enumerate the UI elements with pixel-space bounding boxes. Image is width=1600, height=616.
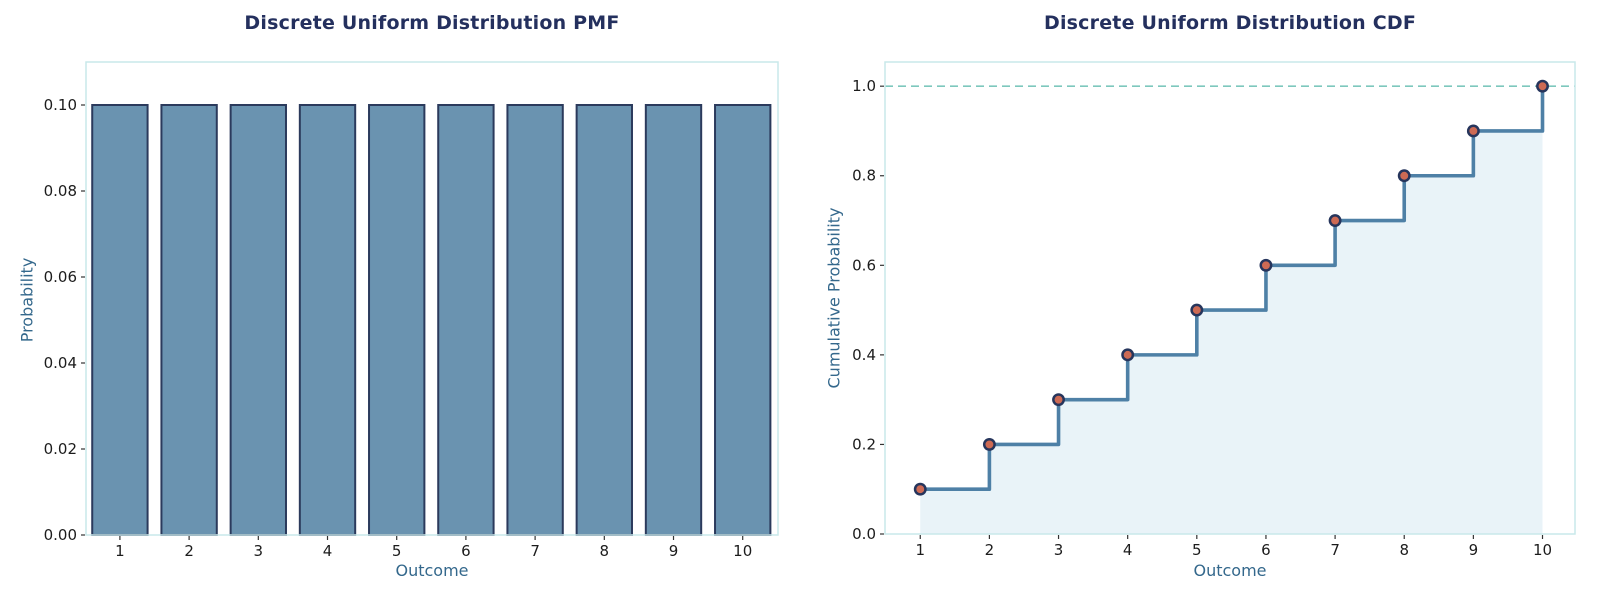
plot-border [85,61,779,536]
y-tick-label: 0.2 [852,435,876,453]
y-tick-label: 0.0 [852,525,876,543]
x-tick-label: 8 [600,542,610,560]
cdf-marker [1397,169,1411,183]
y-tick-label: 1.0 [852,77,876,95]
y-tick-label: 0.6 [852,256,876,274]
cdf-marker [982,437,996,451]
cdf-marker [1259,258,1273,272]
y-tick-label: 0.10 [44,96,77,114]
x-tick-label: 2 [184,542,194,560]
x-tick-label: 3 [1054,541,1064,559]
cdf-marker [1466,124,1480,138]
cdf-marker [1328,214,1342,227]
x-tick-label: 2 [985,541,995,559]
x-tick-label: 9 [669,542,679,560]
cdf-marker [1052,393,1065,407]
x-tick-label: 6 [461,542,471,560]
cdf-marker [1190,303,1204,317]
x-tick-label: 8 [1399,541,1409,559]
y-tick-label: 0.4 [852,346,876,364]
cdf-chart-title: Discrete Uniform Distribution CDF [1043,12,1417,34]
cdf-marker [913,482,927,496]
cdf-marker [1121,348,1135,362]
pmf-bar [714,104,772,536]
x-tick-label: 4 [1123,541,1133,559]
y-tick-label: 0.04 [44,354,77,372]
pmf-bar [506,104,564,536]
x-tick-label: 4 [323,542,333,560]
cdf-y-axis-label: Cumulative Probability [824,207,844,389]
y-tick-label: 0.06 [44,268,77,286]
x-tick-label: 5 [392,542,402,560]
cdf-plot: 1 2 3 4 5 6 7 8 9 10 0.0 0.2 0.4 0.6 0.8 1.0 [852,61,1576,559]
pmf-bar [575,104,633,536]
x-tick-label: 10 [733,542,752,560]
pmf-bar [298,104,357,536]
x-tick-label: 7 [1330,541,1340,559]
pmf-bar [368,104,426,536]
cdf-step-line [920,86,1545,492]
pmf-bar [160,104,218,536]
pmf-plot: 1 2 3 4 5 6 7 8 9 10 0.00 0.02 0.04 0.06 0.08 0.10 [44,61,779,560]
x-tick-label: 1 [115,542,125,560]
x-tick-label: 6 [1261,541,1271,559]
x-tick-label: 10 [1533,541,1552,559]
cdf-area-fill [920,86,1543,534]
y-tick-label: 0.00 [44,526,77,544]
x-tick-label: 1 [915,541,925,559]
pmf-bar [437,104,495,536]
y-tick-label: 0.02 [44,440,77,458]
x-tick-label: 5 [1192,541,1202,559]
x-tick-label: 7 [530,542,540,560]
cdf-marker [1536,79,1549,93]
pmf-x-axis-label: Outcome [395,561,469,580]
x-tick-label: 9 [1469,541,1479,559]
pmf-bar [644,104,703,536]
pmf-bar [229,104,287,536]
pmf-chart-title: Discrete Uniform Distribution PMF [244,12,620,34]
y-tick-label: 0.08 [44,182,77,200]
cdf-x-axis-label: Outcome [1193,561,1267,580]
x-tick-label: 3 [254,542,264,560]
pmf-bar [91,104,149,536]
y-tick-label: 0.8 [852,167,876,185]
pmf-y-axis-label: Probability [17,257,37,343]
plot-border [884,61,1576,535]
